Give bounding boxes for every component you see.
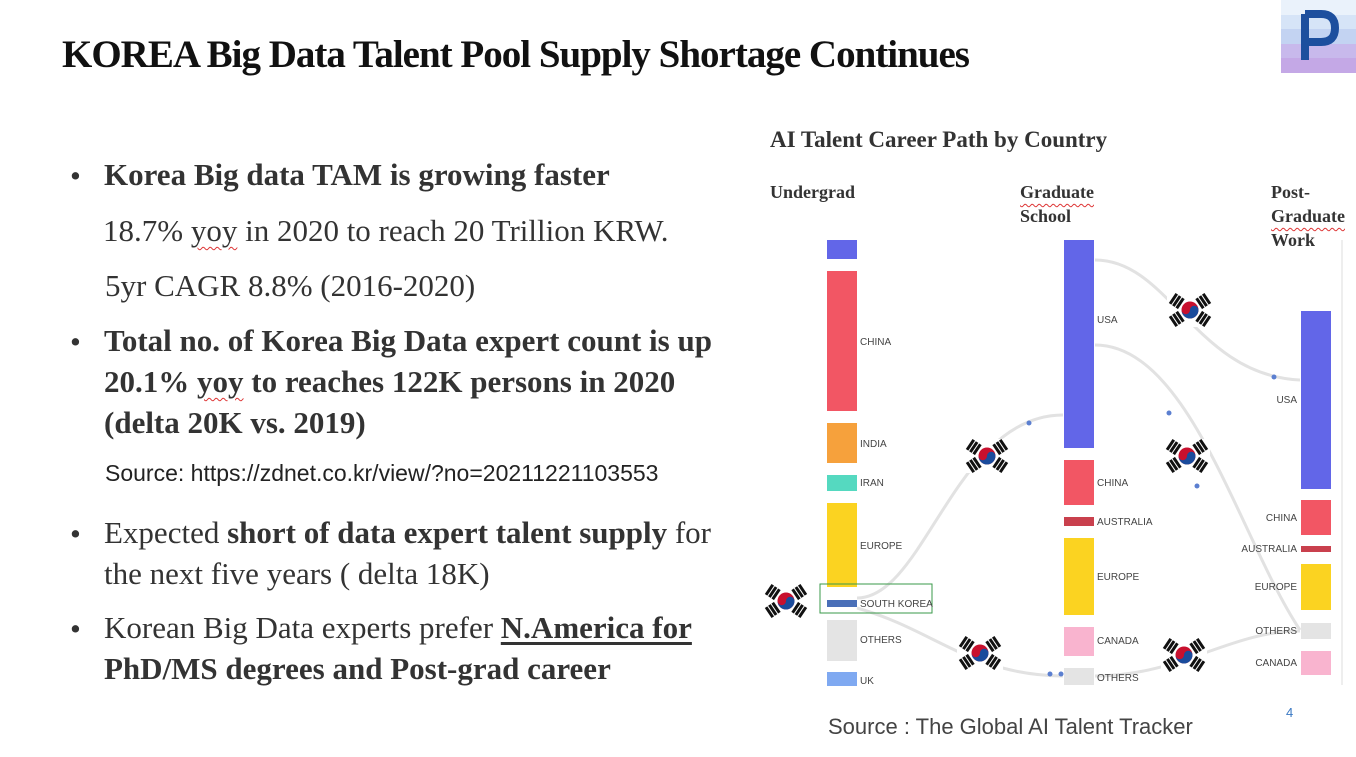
- bullet-4-line-2: PhD/MS degrees and Post-grad career: [104, 651, 611, 686]
- post-bar-usa: [1301, 311, 1331, 489]
- post-label-china: CHINA: [1266, 513, 1297, 524]
- graduate-labels: USA CHINA AUSTRALIA EUROPE CANADA OTHERS: [1097, 315, 1153, 684]
- undergrad-bar-iran: [827, 475, 857, 491]
- undergrad-label-iran: IRAN: [860, 478, 884, 489]
- bullet-1-line-2: 18.7% yoy in 2020 to reach 20 Trillion K…: [103, 213, 669, 248]
- undergrad-bar-others: [827, 620, 857, 661]
- chart-source-credit: Source : The Global AI Talent Tracker: [828, 714, 1193, 739]
- korea-flag-icon: [763, 584, 809, 618]
- grad-label-china: CHINA: [1097, 478, 1128, 489]
- grad-label-canada: CANADA: [1097, 636, 1139, 647]
- grad-bar-usa: [1064, 240, 1094, 448]
- grad-label-others: OTHERS: [1097, 673, 1139, 684]
- korea-flag-icon: [1161, 638, 1207, 672]
- undergrad-label-others: OTHERS: [860, 635, 902, 646]
- undergrad-bar-south-korea: [827, 600, 857, 607]
- korea-flag-icon: [1167, 293, 1213, 327]
- chart-title: AI Talent Career Path by Country: [770, 127, 1108, 152]
- bullet-marker: •: [70, 324, 81, 359]
- korea-flag-icon: [964, 439, 1010, 473]
- bullet-2-line-2: 20.1% yoy to reaches 122K persons in 202…: [104, 364, 676, 399]
- post-bar-europe: [1301, 564, 1331, 610]
- grad-bar-europe: [1064, 538, 1094, 615]
- grad-bar-china: [1064, 460, 1094, 505]
- bullet-marker: •: [70, 611, 81, 646]
- company-logo: [1281, 0, 1356, 73]
- post-bar-others: [1301, 623, 1331, 639]
- undergrad-label-europe: EUROPE: [860, 541, 903, 552]
- undergrad-label-uk: UK: [860, 676, 874, 687]
- graduate-bars: [1064, 240, 1094, 685]
- bullet-4-line-1: Korean Big Data experts prefer N.America…: [104, 610, 692, 645]
- grad-label-europe: EUROPE: [1097, 572, 1140, 583]
- bullet-marker: •: [70, 158, 81, 193]
- undergrad-bars: [819, 240, 933, 686]
- post-bar-china: [1301, 500, 1331, 535]
- grad-bar-australia: [1064, 517, 1094, 526]
- grad-bar-canada: [1064, 627, 1094, 656]
- slide-title: KOREA Big Data Talent Pool Supply Shorta…: [62, 33, 970, 76]
- undergrad-label-china: CHINA: [860, 337, 891, 348]
- grad-label-australia: AUSTRALIA: [1097, 517, 1153, 528]
- undergrad-bar-uk: [827, 672, 857, 686]
- page-number: 4: [1286, 705, 1294, 720]
- stage-post-graduate-work: Post- Graduate Work: [1271, 182, 1345, 250]
- undergrad-label-south-korea: SOUTH KOREA: [860, 599, 933, 610]
- bullet-1-line-3: 5yr CAGR 8.8% (2016-2020): [105, 268, 476, 303]
- undergrad-bar-china: [827, 271, 857, 411]
- undergrad-labels: CHINA INDIA IRAN EUROPE SOUTH KOREA OTHE…: [860, 337, 933, 687]
- korea-flag-icon: [1164, 439, 1210, 473]
- grad-bar-others: [1064, 668, 1094, 685]
- stage-graduate-school: Graduate School: [1020, 182, 1094, 226]
- bullet-3-line-2: the next five years ( delta 18K): [104, 556, 490, 591]
- bullet-1-heading: Korea Big data TAM is growing faster: [104, 157, 610, 192]
- south-korea-highlight: [819, 583, 933, 614]
- undergrad-bar-europe: [827, 503, 857, 587]
- post-graduate-labels: USA CHINA AUSTRALIA EUROPE OTHERS CANADA: [1241, 395, 1297, 669]
- undergrad-label-india: INDIA: [860, 439, 887, 450]
- post-label-canada: CANADA: [1255, 658, 1297, 669]
- undergrad-bar-usa: [827, 240, 857, 259]
- post-graduate-bars: [1301, 311, 1331, 675]
- grad-label-usa: USA: [1097, 315, 1118, 326]
- flow-dots: [1026, 374, 1277, 677]
- post-label-usa: USA: [1276, 395, 1297, 406]
- korea-flag-icon: [957, 636, 1003, 670]
- bullet-2-line-3: (delta 20K vs. 2019): [104, 405, 366, 440]
- undergrad-bar-india: [827, 423, 857, 463]
- post-label-australia: AUSTRALIA: [1241, 544, 1297, 555]
- bullet-2-line-1: Total no. of Korea Big Data expert count…: [104, 323, 712, 358]
- stage-undergrad: Undergrad: [770, 182, 855, 202]
- bullet-marker: •: [70, 516, 81, 551]
- bullet-3-line-1: Expected short of data expert talent sup…: [104, 515, 712, 550]
- talent-flow-chart: CHINA INDIA IRAN EUROPE SOUTH KOREA OTHE…: [763, 240, 1343, 687]
- post-label-europe: EUROPE: [1255, 582, 1298, 593]
- post-bar-canada: [1301, 651, 1331, 675]
- source-link[interactable]: Source: https://zdnet.co.kr/view/?no=202…: [105, 460, 659, 486]
- post-label-others: OTHERS: [1255, 626, 1297, 637]
- post-bar-australia: [1301, 546, 1331, 552]
